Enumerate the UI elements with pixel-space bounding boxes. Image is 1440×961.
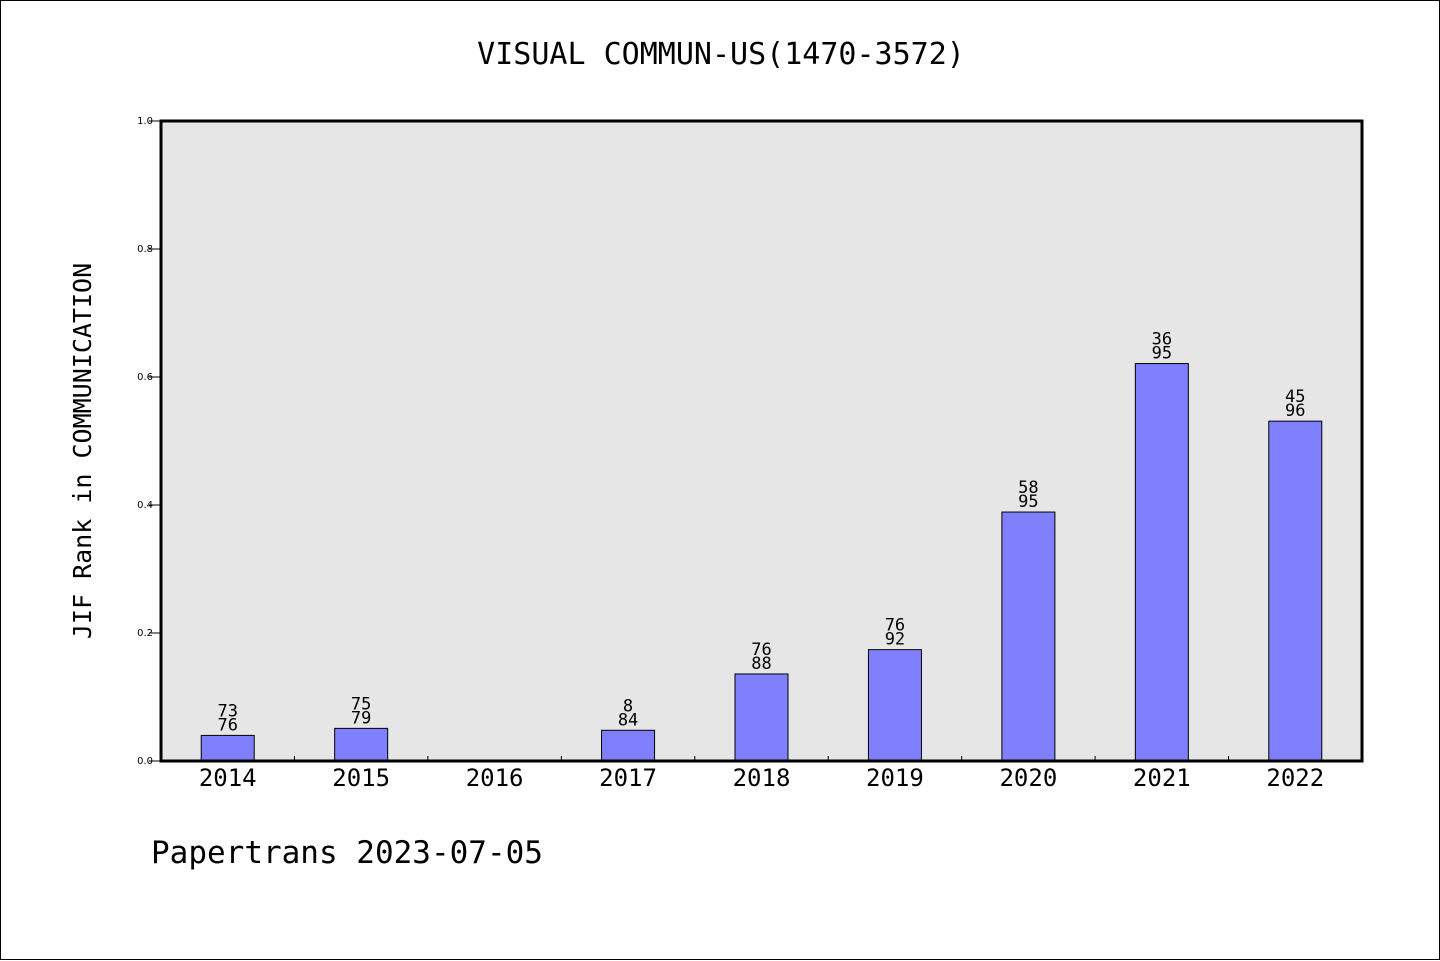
y-axis-ticks: 0.0 0.2 0.4 0.6 0.8 1.0 <box>137 116 161 767</box>
data-label-top-2020: 58 <box>1018 478 1038 498</box>
chart-title: VISUAL COMMUN-US(1470-3572) <box>477 37 965 72</box>
data-label-bottom-2022: 96 <box>1285 401 1305 421</box>
bar-2022 <box>1268 420 1323 762</box>
y-tick-label-0.4: 0.4 <box>137 500 153 511</box>
bar-2020 <box>1001 511 1056 762</box>
data-label-bottom-2020: 95 <box>1018 492 1038 512</box>
x-tick-label-2014: 2014 <box>199 764 257 792</box>
data-label-bottom-2018: 88 <box>751 654 771 674</box>
data-label-bottom-2017: 84 <box>618 710 638 730</box>
y-tick-label-0.6: 0.6 <box>137 372 153 383</box>
y-tick-label-0.8: 0.8 <box>137 244 153 255</box>
x-tick-label-2021: 2021 <box>1133 764 1191 792</box>
x-tick-label-2022: 2022 <box>1266 764 1324 792</box>
x-tick-label-2016: 2016 <box>466 764 524 792</box>
footer-text: Papertrans 2023-07-05 <box>151 835 543 871</box>
data-label-bottom-2019: 92 <box>885 630 905 650</box>
bar-2014 <box>200 734 255 762</box>
data-label-bottom-2015: 79 <box>351 708 371 728</box>
x-axis-ticks: 2014 2015 2016 2017 2018 2019 2020 2021 2022 <box>199 756 1324 792</box>
bar-2018 <box>734 673 789 762</box>
bar-2019 <box>867 649 922 762</box>
data-label-bottom-2021: 95 <box>1152 344 1172 364</box>
x-tick-label-2018: 2018 <box>733 764 791 792</box>
data-label-top-2019: 76 <box>885 616 905 636</box>
y-tick-label-1.0: 1.0 <box>137 116 153 127</box>
y-axis-label: JIF Rank in COMMUNICATION <box>68 263 97 639</box>
data-label-top-2014: 73 <box>217 701 237 721</box>
data-label-top-2021: 36 <box>1152 330 1172 350</box>
y-tick-label-0.2: 0.2 <box>137 628 153 639</box>
bar-2015 <box>334 727 389 762</box>
bars-group <box>200 363 1323 762</box>
data-label-top-2015: 75 <box>351 694 371 714</box>
x-tick-label-2019: 2019 <box>866 764 924 792</box>
y-tick-label-0.0: 0.0 <box>137 756 153 767</box>
data-label-top-2018: 76 <box>751 640 771 660</box>
x-tick-label-2015: 2015 <box>332 764 390 792</box>
bar-2021 <box>1134 363 1189 762</box>
data-label-top-2022: 45 <box>1285 387 1305 407</box>
x-tick-label-2017: 2017 <box>599 764 657 792</box>
x-tick-label-2020: 2020 <box>999 764 1057 792</box>
bar-2017 <box>601 729 656 762</box>
data-label-bottom-2014: 76 <box>217 715 237 735</box>
data-label-top-2017: 8 <box>623 696 633 716</box>
plot-frame <box>159 119 1364 763</box>
